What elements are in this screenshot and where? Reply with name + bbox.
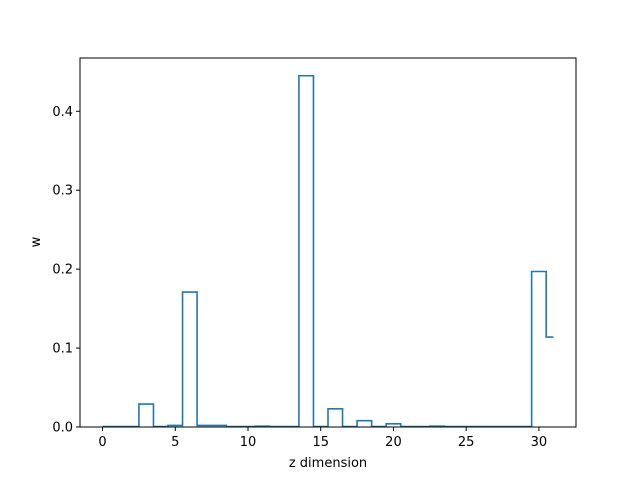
y-tick-label: 0.3 bbox=[52, 184, 73, 199]
x-tick-label: 30 bbox=[531, 435, 548, 450]
y-tick-label: 0.4 bbox=[52, 105, 73, 120]
y-axis-label: w bbox=[29, 236, 44, 247]
y-axis-ticks: 0.0 0.1 0.2 0.3 0.4 bbox=[52, 105, 80, 436]
x-axis-ticks: 0 5 10 15 20 25 30 bbox=[98, 427, 547, 450]
x-tick-label: 15 bbox=[312, 435, 329, 450]
x-tick-label: 20 bbox=[385, 435, 402, 450]
x-tick-label: 25 bbox=[458, 435, 475, 450]
plot-frame bbox=[79, 57, 577, 428]
x-tick-label: 10 bbox=[240, 435, 257, 450]
x-tick-label: 0 bbox=[98, 435, 106, 450]
y-tick-label: 0.1 bbox=[52, 342, 73, 357]
y-tick-label: 0.0 bbox=[52, 421, 73, 436]
x-axis-label: z dimension bbox=[289, 456, 367, 471]
x-tick-label: 5 bbox=[171, 435, 179, 450]
y-tick-label: 0.2 bbox=[52, 263, 73, 278]
